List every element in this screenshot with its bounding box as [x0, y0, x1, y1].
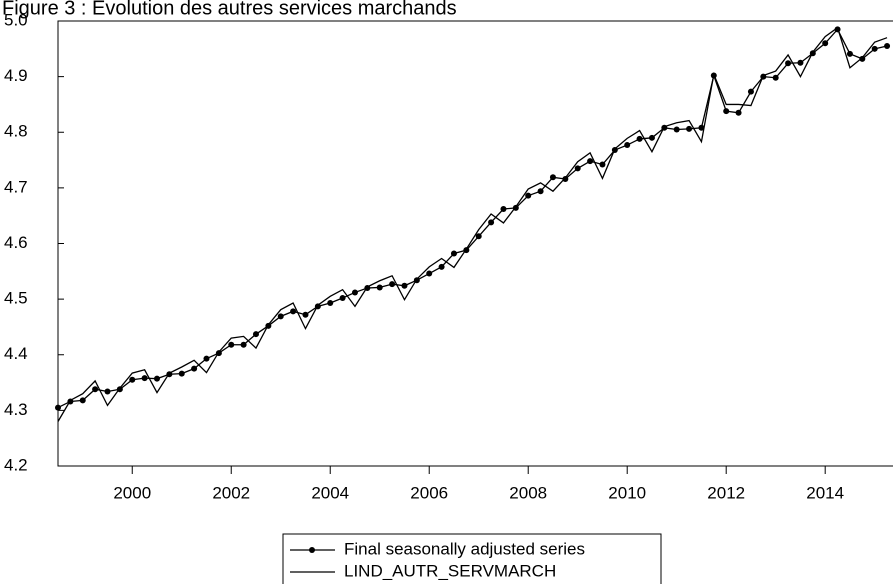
- data-point: [562, 175, 569, 182]
- x-tick-label: 2006: [410, 483, 448, 502]
- x-tick-label: 2012: [707, 483, 745, 502]
- data-point: [438, 263, 445, 270]
- data-point: [797, 59, 804, 66]
- data-point: [698, 124, 705, 131]
- series-line: [57, 28, 888, 409]
- series-line: [57, 26, 888, 422]
- plot-frame: [57, 20, 893, 467]
- x-tick-label: 2014: [806, 483, 844, 502]
- y-tick-label: 4.6: [4, 233, 28, 252]
- data-point: [488, 219, 495, 226]
- data-point: [587, 158, 594, 165]
- data-point: [475, 233, 482, 240]
- data-point: [846, 50, 853, 57]
- data-point: [822, 40, 829, 47]
- x-tick-label: 2008: [509, 483, 547, 502]
- y-tick-label: 4.2: [4, 455, 28, 474]
- data-point: [785, 60, 792, 67]
- data-point: [277, 313, 284, 320]
- data-point: [686, 125, 693, 132]
- data-point: [153, 375, 160, 382]
- data-point: [574, 165, 581, 172]
- data-point: [537, 188, 544, 195]
- data-point: [648, 134, 655, 141]
- x-tick-label: 2004: [311, 483, 349, 502]
- data-point: [376, 284, 383, 291]
- data-point: [636, 135, 643, 142]
- data-point: [884, 43, 891, 50]
- data-point: [401, 282, 408, 289]
- data-point: [450, 250, 457, 257]
- data-point: [426, 270, 433, 277]
- data-point: [55, 404, 61, 411]
- data-point: [339, 295, 346, 302]
- x-tick-label: 2010: [608, 483, 646, 502]
- x-tick-label: 2000: [113, 483, 151, 502]
- data-point: [302, 311, 309, 318]
- data-point: [389, 281, 396, 288]
- y-tick-label: 4.4: [4, 344, 28, 363]
- data-point: [500, 206, 507, 213]
- data-point: [549, 174, 556, 181]
- y-tick-label: 4.8: [4, 122, 28, 141]
- data-point: [240, 341, 247, 348]
- data-point: [747, 88, 754, 95]
- data-point: [290, 308, 297, 315]
- y-tick-label: 4.5: [4, 289, 28, 308]
- y-tick-label: 4.9: [4, 66, 28, 85]
- data-point: [327, 300, 334, 307]
- legend-box: [282, 533, 662, 584]
- data-point: [178, 370, 185, 377]
- data-point: [871, 45, 878, 52]
- data-point: [92, 386, 99, 393]
- y-tick-label: 4.3: [4, 400, 28, 419]
- data-point: [723, 108, 730, 115]
- data-point: [104, 388, 111, 395]
- data-point: [735, 109, 742, 116]
- data-point: [228, 341, 235, 348]
- data-point: [624, 142, 631, 149]
- data-point: [141, 375, 148, 382]
- data-point: [351, 289, 358, 296]
- x-tick-label: 2002: [212, 483, 250, 502]
- data-point: [525, 192, 532, 199]
- data-point: [191, 365, 198, 372]
- data-point: [129, 376, 136, 383]
- legend-label: Final seasonally adjusted series: [344, 539, 585, 558]
- data-point: [859, 55, 866, 62]
- legend-label: LIND_AUTR_SERVMARCH: [344, 561, 556, 580]
- chart-title: Figure 3 : Evolution des autres services…: [2, 0, 457, 19]
- y-tick-label: 4.7: [4, 177, 28, 196]
- data-point: [203, 355, 210, 362]
- data-point: [79, 397, 86, 404]
- data-point: [673, 126, 680, 133]
- data-point: [252, 331, 259, 338]
- legend-marker: [309, 547, 315, 553]
- y-tick-label: 5.0: [4, 10, 28, 29]
- data-point: [772, 74, 779, 81]
- data-point: [599, 161, 606, 168]
